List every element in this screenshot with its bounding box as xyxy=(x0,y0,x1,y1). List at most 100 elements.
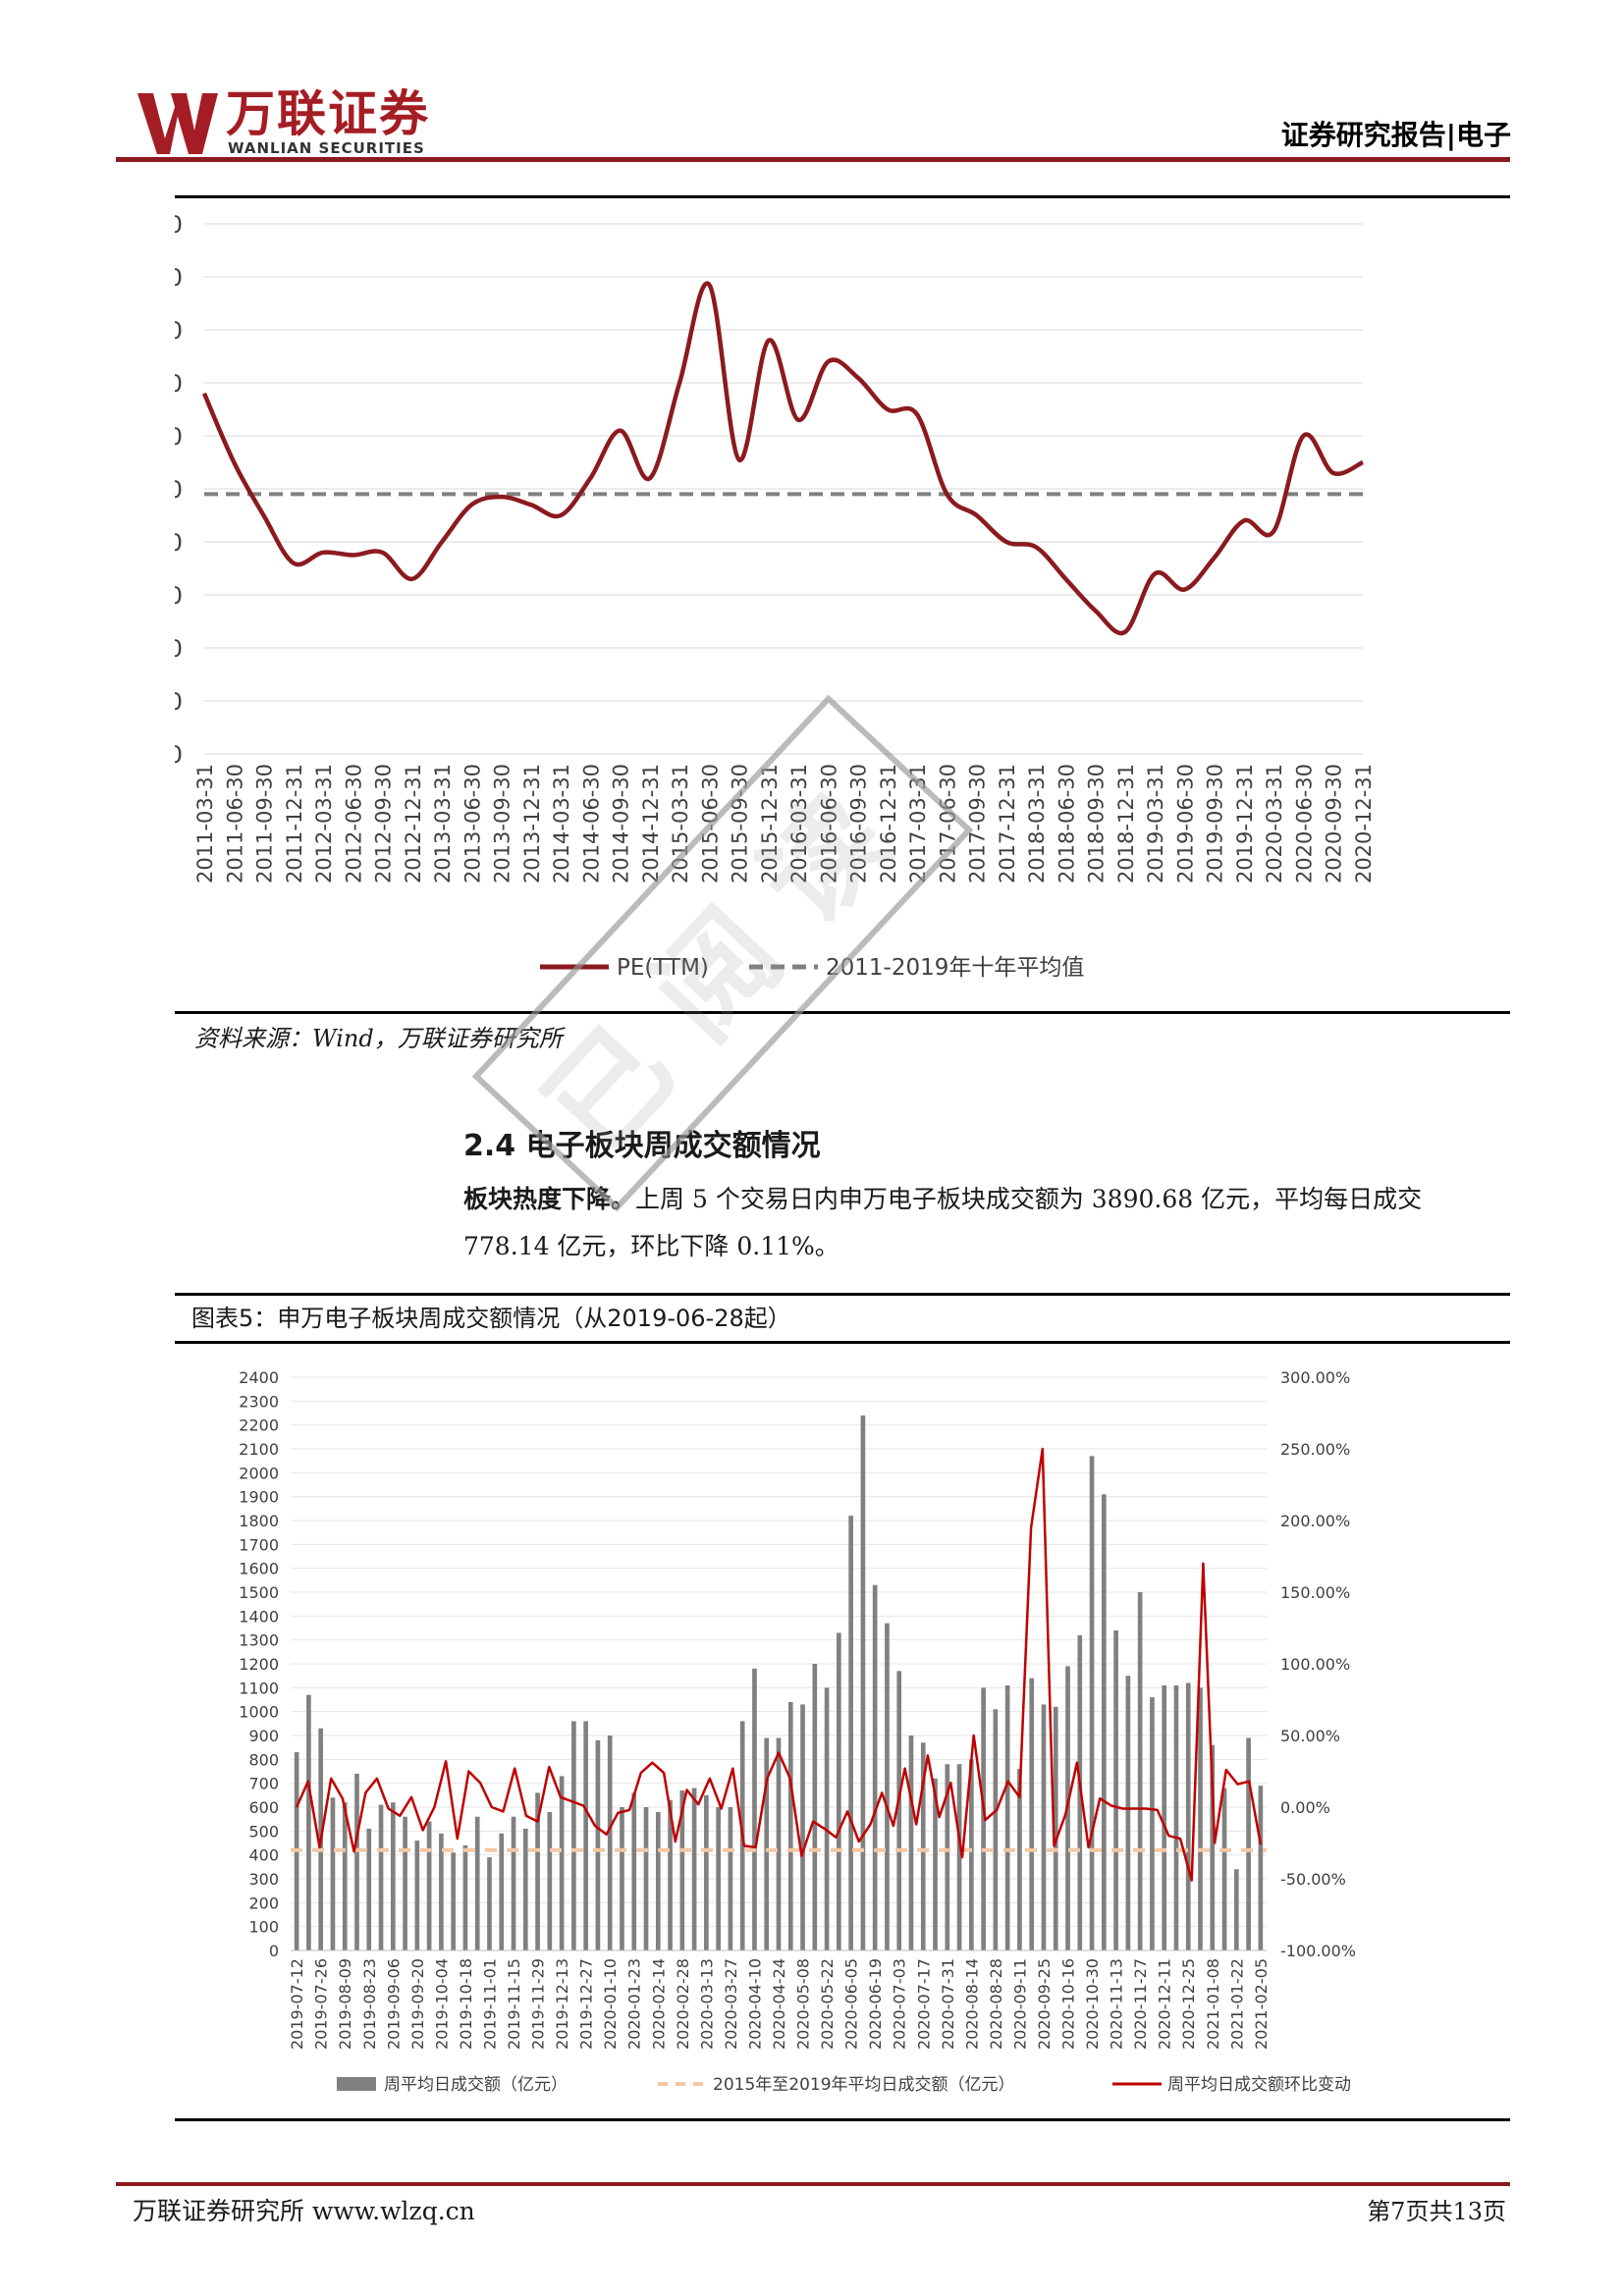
x-tick-label: 2019-08-09 xyxy=(336,1958,354,2050)
turnover-bar xyxy=(354,1773,359,1950)
turnover-bar xyxy=(776,1737,782,1950)
turnover-bar xyxy=(631,1792,637,1950)
x-tick-label: 2013-09-30 xyxy=(491,764,514,883)
paragraph-body: 上周 5 个交易日内申万电子板块成交额为 3890.68 亿元，平均每日成交 7… xyxy=(463,1185,1423,1260)
turnover-bar xyxy=(559,1776,565,1950)
x-tick-label: 2019-09-20 xyxy=(408,1958,427,2050)
x-tick-label: 2011-06-30 xyxy=(223,764,246,883)
chart1-bottom-rule xyxy=(175,1011,1510,1014)
turnover-bar xyxy=(439,1833,444,1950)
x-tick-label: 2014-09-30 xyxy=(610,764,633,883)
x-tick-label: 2020-01-23 xyxy=(625,1958,644,2050)
x-tick-label: 2019-07-12 xyxy=(288,1958,306,2050)
x-tick-label: 2012-03-31 xyxy=(312,764,336,883)
x-tick-label: 2015-12-31 xyxy=(758,764,782,883)
turnover-bar xyxy=(571,1721,576,1950)
x-tick-label: 2020-09-25 xyxy=(1035,1958,1054,2050)
x-tick-label: 2012-12-31 xyxy=(402,764,425,883)
turnover-bar xyxy=(1221,1788,1227,1950)
chart2-title-rule xyxy=(175,1341,1510,1344)
legend-average-label: 2015年至2019年平均日成交额（亿元） xyxy=(713,2075,1015,2095)
y-left-tick-label: 1400 xyxy=(239,1607,279,1626)
x-tick-label: 2020-10-16 xyxy=(1059,1958,1078,2050)
x-tick-label: 2019-09-06 xyxy=(384,1958,403,2050)
x-tick-label: 2020-08-14 xyxy=(962,1958,981,2050)
x-tick-label: 2020-05-22 xyxy=(818,1958,837,2050)
turnover-bar xyxy=(462,1844,468,1950)
turnover-bar xyxy=(342,1802,348,1950)
x-tick-label: 2020-07-03 xyxy=(891,1958,909,2050)
turnover-bar xyxy=(945,1764,950,1950)
turnover-bar xyxy=(583,1721,588,1950)
y-left-tick-label: 1200 xyxy=(239,1655,279,1674)
turnover-bar xyxy=(1017,1769,1022,1950)
x-tick-label: 2011-03-31 xyxy=(193,764,217,883)
x-tick-label: 2020-04-24 xyxy=(770,1958,788,2050)
chart2-title: 图表5：申万电子板块周成交额情况（从2019-06-28起） xyxy=(191,1305,791,1332)
x-tick-label: 2016-09-30 xyxy=(847,764,871,883)
x-tick-label: 2020-01-10 xyxy=(601,1958,620,2050)
x-tick-label: 2011-12-31 xyxy=(283,764,306,883)
y-tick-label: 80 xyxy=(175,317,183,345)
turnover-bar xyxy=(511,1816,516,1950)
y-tick-label: 90 xyxy=(175,264,183,292)
turnover-bar xyxy=(1198,1687,1203,1950)
x-tick-label: 2020-10-30 xyxy=(1083,1958,1102,2050)
weekly-turnover-chart: 0 100 200 300 400 500 600 700 800 900 1000 1100 1200… xyxy=(239,1368,1356,2095)
paragraph-lead: 板块热度下降。 xyxy=(463,1185,636,1213)
y-left-tick-label: 1700 xyxy=(239,1535,279,1554)
x-tick-label: 2019-12-31 xyxy=(1233,764,1257,883)
turnover-bar xyxy=(1102,1494,1107,1950)
turnover-bar xyxy=(848,1516,853,1950)
turnover-bar xyxy=(1173,1684,1179,1950)
turnover-bar xyxy=(1077,1634,1083,1950)
x-tick-label: 2017-12-31 xyxy=(996,764,1019,883)
y-left-tick-label: 2400 xyxy=(239,1368,279,1387)
x-tick-label: 2011-09-30 xyxy=(253,764,277,883)
y-left-tick-label: 0 xyxy=(269,1942,279,1960)
y-left-tick-label: 2100 xyxy=(239,1440,279,1459)
x-tick-label: 2019-03-31 xyxy=(1144,764,1167,883)
chart2-bottom-rule xyxy=(175,2118,1510,2121)
section-heading: 2.4 电子板块周成交额情况 xyxy=(463,1129,821,1163)
section-paragraph: 板块热度下降。上周 5 个交易日内申万电子板块成交额为 3890.68 亿元，平… xyxy=(463,1176,1512,1270)
x-tick-label: 2019-08-23 xyxy=(360,1958,379,2050)
x-tick-label: 2018-09-30 xyxy=(1085,764,1109,883)
turnover-bar xyxy=(764,1737,770,1950)
x-tick-label: 2020-03-31 xyxy=(1263,764,1286,883)
logo-en-text: WANLIAN SECURITIES xyxy=(228,139,425,157)
y-left-tick-label: 700 xyxy=(248,1775,279,1793)
x-tick-label: 2020-09-30 xyxy=(1323,764,1346,883)
y-right-tick-label: 50.00% xyxy=(1280,1727,1340,1745)
y-left-tick-label: 500 xyxy=(248,1822,279,1841)
y-right-tick-label: 250.00% xyxy=(1280,1440,1350,1459)
y-right-tick-label: -50.00% xyxy=(1280,1870,1346,1889)
turnover-bar xyxy=(885,1623,890,1950)
x-tick-label: 2019-10-04 xyxy=(432,1958,451,2050)
x-tick-label: 2019-06-30 xyxy=(1173,764,1197,883)
y-tick-label: 70 xyxy=(175,370,183,398)
turnover-bar xyxy=(728,1807,733,1950)
x-tick-label: 2020-11-27 xyxy=(1131,1958,1150,2050)
y-left-tick-label: 800 xyxy=(248,1750,279,1769)
turnover-bar xyxy=(969,1759,974,1950)
x-tick-label: 2020-06-30 xyxy=(1292,764,1316,883)
y-left-tick-label: 2000 xyxy=(239,1464,279,1482)
turnover-bar xyxy=(1125,1676,1131,1950)
x-tick-label: 2020-07-31 xyxy=(939,1958,957,2050)
x-tick-label: 2020-06-05 xyxy=(842,1958,861,2050)
turnover-bar xyxy=(896,1671,902,1950)
x-tick-label: 2019-07-26 xyxy=(312,1958,331,2050)
x-tick-label: 2020-11-13 xyxy=(1108,1958,1126,2050)
x-tick-label: 2018-06-30 xyxy=(1055,764,1078,883)
x-tick-label: 2020-06-19 xyxy=(866,1958,885,2050)
turnover-bar xyxy=(981,1687,986,1950)
x-tick-label: 2020-12-31 xyxy=(1352,764,1376,883)
x-tick-label: 2020-12-25 xyxy=(1179,1958,1198,2050)
y-tick-label: 0 xyxy=(175,741,183,769)
y-right-tick-label: 200.00% xyxy=(1280,1512,1350,1530)
chart1-top-rule xyxy=(175,195,1510,198)
y-right-tick-label: 0.00% xyxy=(1280,1798,1330,1817)
y-tick-label: 20 xyxy=(175,635,183,663)
footer-left: 万联证券研究所 www.wlzq.cn xyxy=(133,2197,475,2225)
